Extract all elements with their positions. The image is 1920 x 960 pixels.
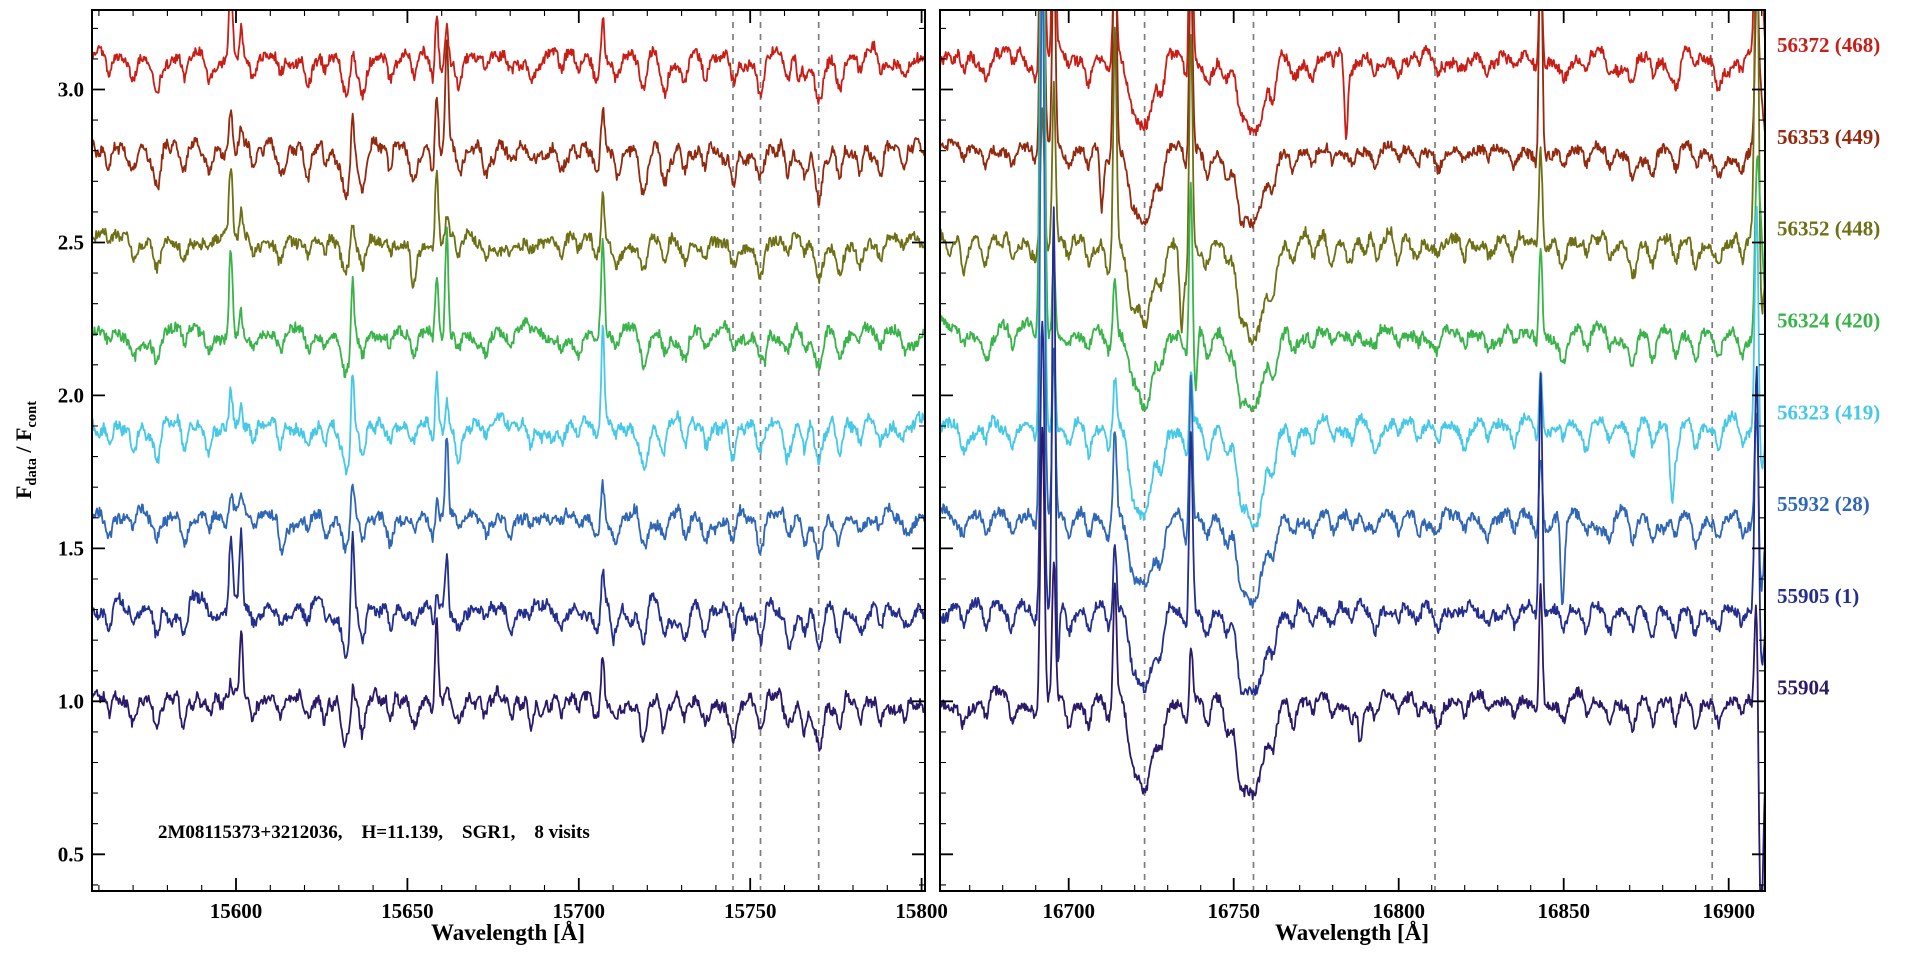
y-tick-label: 3.0 — [58, 78, 84, 102]
spectrum-trace — [940, 10, 1765, 609]
axis-ticks-minor — [92, 10, 925, 891]
x-tick-label: 15750 — [724, 899, 777, 923]
x-axis-title-right: Wavelength [Å] — [1275, 920, 1429, 945]
spectrum-trace — [940, 206, 1765, 696]
x-tick-label: 15600 — [210, 899, 263, 923]
visit-label: 56323 (419) — [1777, 400, 1880, 424]
spectrum-trace — [92, 39, 925, 206]
x-tick-label: 16800 — [1372, 899, 1425, 923]
spectrum-trace — [92, 168, 925, 289]
visit-label: 55904 — [1777, 676, 1830, 700]
visit-label: 56352 (448) — [1777, 217, 1880, 241]
spectrum-trace — [92, 324, 925, 476]
y-tick-label: 1.5 — [58, 536, 84, 560]
y-axis-title: Fdata / Fcont — [10, 400, 41, 500]
visit-label: 56372 (468) — [1777, 33, 1880, 57]
axis-ticks-major — [92, 10, 925, 891]
spectrum-trace — [92, 226, 925, 379]
target-annotation: 2M08115373+3212036, H=11.139, SGR1, 8 vi… — [158, 822, 590, 843]
spectrum-trace — [940, 10, 1765, 530]
axis-ticks-minor — [940, 10, 1765, 891]
axis-ticks-major — [940, 10, 1765, 891]
x-tick-label: 16850 — [1537, 899, 1590, 923]
x-tick-label: 16700 — [1042, 899, 1095, 923]
x-tick-label: 16750 — [1207, 899, 1260, 923]
y-tick-label: 0.5 — [58, 842, 84, 866]
visit-label: 55932 (28) — [1777, 492, 1870, 516]
visit-label: 56353 (449) — [1777, 125, 1880, 149]
axis-frame — [91, 9, 926, 892]
spectrum-trace — [92, 527, 925, 659]
x-tick-label: 15800 — [895, 899, 948, 923]
y-tick-label: 2.5 — [58, 231, 84, 255]
x-axis-title-left: Wavelength [Å] — [431, 920, 585, 945]
visit-label: 56324 (420) — [1777, 309, 1880, 333]
x-tick-label: 15700 — [553, 899, 606, 923]
y-tick-label: 2.0 — [58, 383, 84, 407]
y-tick-label: 1.0 — [58, 689, 84, 713]
spectrum-trace — [940, 426, 1765, 891]
axis-frame — [939, 9, 1766, 892]
spectrum-trace — [940, 10, 1765, 229]
spectrum-trace — [940, 10, 1765, 141]
x-tick-label: 16900 — [1702, 899, 1755, 923]
spectrum-trace — [92, 437, 925, 561]
x-tick-label: 15650 — [381, 899, 434, 923]
spectrum-trace — [92, 617, 925, 752]
spectrum-trace — [940, 10, 1765, 413]
spectrum-trace — [940, 10, 1765, 346]
visit-label: 55905 (1) — [1777, 584, 1859, 608]
spectrum-trace — [92, 10, 925, 105]
